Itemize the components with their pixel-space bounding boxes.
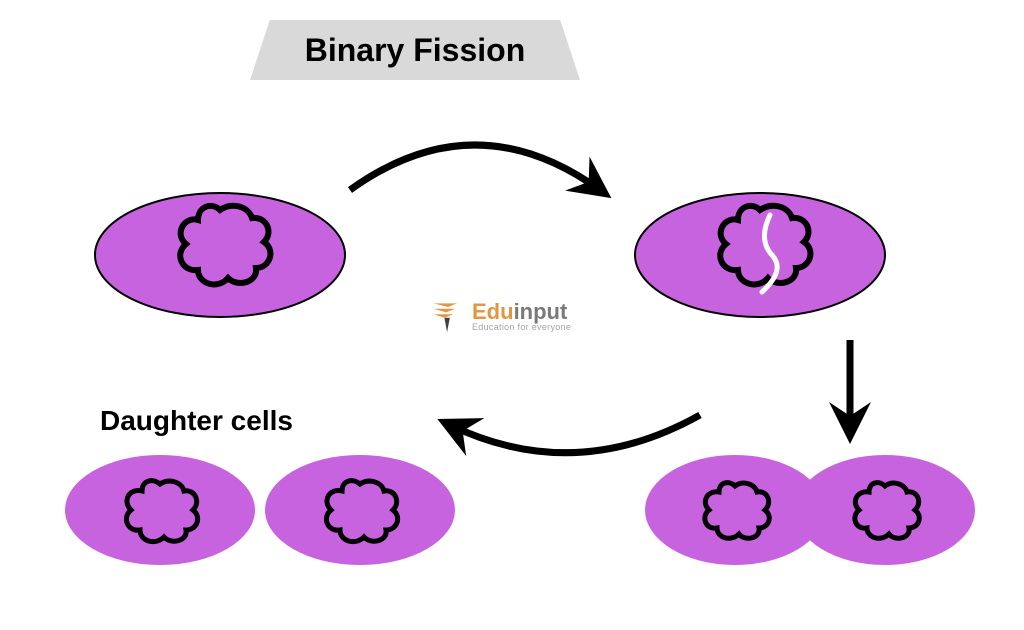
arrow-1 [350, 145, 600, 190]
title-banner: Binary Fission [250, 20, 580, 80]
watermark-brand: Eduinput [472, 301, 571, 323]
arrow-3 [450, 415, 700, 453]
pen-icon [430, 298, 466, 334]
brand-suffix: input [514, 299, 568, 324]
watermark-logo: Eduinput Education for everyone [430, 298, 571, 334]
cell-stage-1 [95, 193, 345, 317]
watermark-tagline: Education for everyone [472, 323, 571, 332]
daughter-cells-label: Daughter cells [100, 405, 293, 437]
brand-prefix: Edu [472, 299, 514, 324]
cell-stage-3 [645, 455, 975, 565]
cell-stage-2 [635, 193, 885, 317]
page-title: Binary Fission [305, 32, 526, 69]
cell-stage-4 [65, 455, 455, 565]
